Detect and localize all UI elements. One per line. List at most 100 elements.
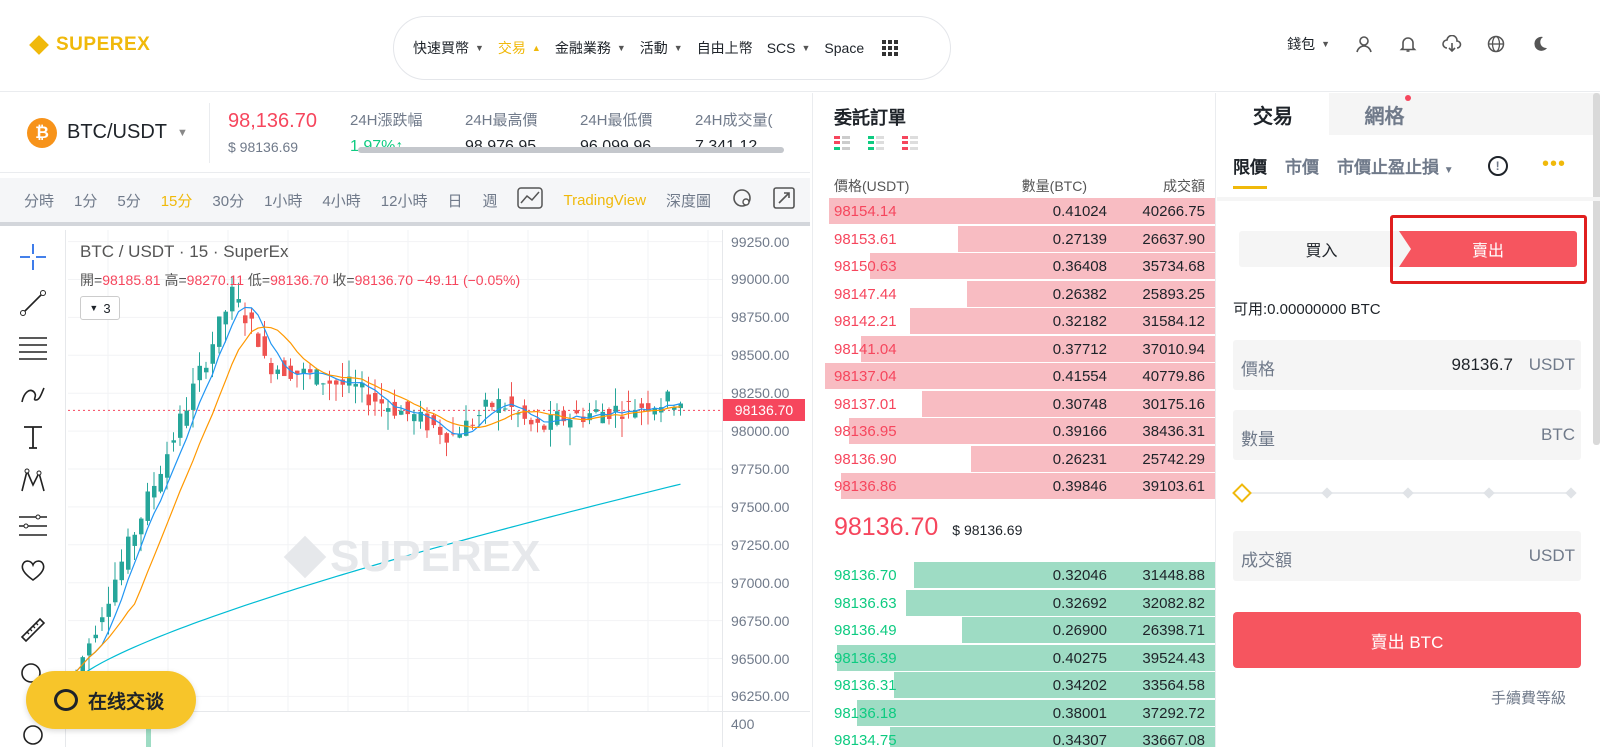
tab-trade[interactable]: 交易 <box>1253 105 1293 128</box>
ask-row[interactable]: 98136.95 0.39166 38436.31 <box>813 418 1215 446</box>
pattern-icon[interactable] <box>18 466 48 496</box>
ask-row[interactable]: 98137.04 0.41554 40779.86 <box>813 363 1215 391</box>
price-input[interactable]: 價格 98136.7 USDT <box>1233 340 1581 390</box>
tradingview-toggle[interactable]: TradingView <box>563 191 647 209</box>
download-icon[interactable] <box>1442 34 1462 54</box>
timeframe-2[interactable]: 5分 <box>117 192 141 210</box>
asks-only-icon[interactable] <box>902 136 918 150</box>
bid-row[interactable]: 98136.49 0.26900 26398.71 <box>813 617 1215 645</box>
timeframe-4[interactable]: 30分 <box>212 192 245 210</box>
nav-item-3[interactable]: 活動 ▼ <box>640 38 683 58</box>
candle-body <box>529 419 534 425</box>
slider-tick-75[interactable] <box>1483 487 1495 499</box>
buy-tab[interactable]: 買入 <box>1305 243 1338 260</box>
bid-row[interactable]: 98136.18 0.38001 37292.72 <box>813 699 1215 728</box>
timeframe-1[interactable]: 1分 <box>74 192 98 210</box>
nav-item-6[interactable]: Space <box>824 40 864 56</box>
slider-tick-25[interactable] <box>1321 487 1333 499</box>
depth-chart-toggle[interactable]: 深度圖 <box>666 192 712 210</box>
quantity-input-unit: BTC <box>1541 425 1575 444</box>
timeframe-7[interactable]: 12小時 <box>380 192 428 210</box>
ask-row[interactable]: 98136.90 0.26231 25742.29 <box>813 445 1215 474</box>
ask-row[interactable]: 98136.86 0.39846 39103.61 <box>813 473 1215 501</box>
trend-line-icon[interactable] <box>18 288 48 318</box>
amount-slider[interactable] <box>1232 483 1581 503</box>
drawing-tools <box>0 230 66 747</box>
panel-scrollbar[interactable] <box>1593 93 1600 445</box>
timeframe-8[interactable]: 日 <box>447 192 463 210</box>
quantity-input[interactable]: 數量 BTC <box>1233 410 1581 460</box>
bid-row[interactable]: 98134.75 0.34307 33667.08 <box>813 727 1215 747</box>
pair-selector[interactable]: ₿ BTC/USDT ▼ <box>0 102 210 163</box>
ask-row[interactable]: 98141.04 0.37712 37010.94 <box>813 335 1215 364</box>
timeframe-9[interactable]: 週 <box>482 192 498 210</box>
fullscreen-icon[interactable] <box>773 187 795 213</box>
last-price-block: 98,136.70 $ 98136.69 <box>210 110 350 155</box>
text-tool-icon[interactable] <box>18 422 48 452</box>
info-icon[interactable]: ! <box>1487 155 1508 176</box>
order-type-stop[interactable]: 市價止盈止損 ▼ <box>1337 153 1454 178</box>
bid-row[interactable]: 98136.39 0.40275 39524.43 <box>813 644 1215 673</box>
heart-icon[interactable] <box>18 555 48 585</box>
fib-icon[interactable] <box>18 511 48 541</box>
chat-bubble-icon <box>54 689 78 711</box>
slider-tick-100[interactable] <box>1565 487 1577 499</box>
bid-row[interactable]: 98136.63 0.32692 32082.82 <box>813 589 1215 618</box>
candle-body <box>269 362 274 375</box>
price-chart[interactable]: BTC / USDT · 15 · SuperEx 開=98185.81 高=9… <box>68 230 810 747</box>
bid-row[interactable]: 98136.70 0.32046 31448.88 <box>813 562 1215 590</box>
chart-settings-icon[interactable] <box>731 187 753 213</box>
nav-item-4[interactable]: 自由上幣 <box>697 38 753 58</box>
user-icon[interactable] <box>1354 34 1374 54</box>
candle-body <box>477 415 482 417</box>
ask-row[interactable]: 98154.14 0.41024 40266.75 <box>813 198 1215 226</box>
indicator-collapse-button[interactable]: ▼ 3 <box>80 296 120 320</box>
candle-body <box>568 419 573 428</box>
ask-row[interactable]: 98153.61 0.27139 26637.90 <box>813 225 1215 254</box>
timeframe-3[interactable]: 15分 <box>160 192 193 210</box>
timeframe-0[interactable]: 分時 <box>24 192 55 210</box>
live-chat-button[interactable]: 在线交谈 <box>26 671 196 729</box>
ask-row[interactable]: 98150.63 0.36408 35734.68 <box>813 253 1215 281</box>
wallet-menu[interactable]: 錢包 ▼ <box>1287 34 1330 54</box>
timeframe-6[interactable]: 4小時 <box>322 192 361 210</box>
order-type-limit[interactable]: 限價 <box>1233 153 1267 189</box>
horizontal-lines-icon[interactable] <box>18 332 48 362</box>
slider-knob[interactable] <box>1232 483 1252 503</box>
ask-row[interactable]: 98137.01 0.30748 30175.16 <box>813 390 1215 419</box>
sell-btc-button[interactable]: 賣出 BTC <box>1233 612 1581 668</box>
brush-icon[interactable] <box>18 377 48 407</box>
stat-label: 24H成交量( <box>695 112 773 129</box>
total-input[interactable]: 成交額 USDT <box>1233 531 1581 581</box>
more-icon[interactable]: ••• <box>1541 153 1566 175</box>
ask-row[interactable]: 98142.21 0.32182 31584.12 <box>813 308 1215 336</box>
ask-row[interactable]: 98147.44 0.26382 25893.25 <box>813 280 1215 309</box>
chevron-down-icon: ▼ <box>616 43 626 53</box>
nav-item-5[interactable]: SCS ▼ <box>767 40 811 56</box>
fee-level-link[interactable]: 手續費等級 <box>1490 690 1566 707</box>
bids-only-icon[interactable] <box>868 136 884 150</box>
bid-row[interactable]: 98136.31 0.34202 33564.58 <box>813 672 1215 700</box>
indicators-icon[interactable] <box>517 187 544 213</box>
tab-grid[interactable]: 網格 <box>1329 93 1600 135</box>
order-type-market[interactable]: 市價 <box>1285 158 1319 177</box>
bid-total: 37292.72 <box>1142 704 1205 722</box>
globe-icon[interactable] <box>1486 34 1506 54</box>
ticker-scrollbar[interactable] <box>358 147 784 153</box>
magnet-icon[interactable] <box>18 720 48 747</box>
both-sides-icon[interactable] <box>834 136 850 150</box>
slider-tick-50[interactable] <box>1402 487 1414 499</box>
nav-item-1[interactable]: 交易 ▲ <box>498 38 541 58</box>
candle-body <box>425 413 430 431</box>
apps-grid-icon[interactable] <box>882 40 899 56</box>
superex-logo[interactable]: SUPEREX <box>29 34 150 56</box>
timeframe-5[interactable]: 1小時 <box>264 192 303 210</box>
sell-tab[interactable]: 賣出 <box>1399 231 1577 267</box>
nav-item-0[interactable]: 快速買幣 ▼ <box>413 38 484 58</box>
moon-icon[interactable] <box>1530 34 1550 54</box>
crosshair-icon[interactable] <box>18 242 48 272</box>
nav-item-2[interactable]: 金融業務 ▼ <box>555 38 626 58</box>
bell-icon[interactable] <box>1398 34 1418 54</box>
price-axis[interactable]: 98136.70 400 99250.00 99000.00 98750.00 985… <box>722 230 810 747</box>
ruler-icon[interactable] <box>18 615 48 645</box>
